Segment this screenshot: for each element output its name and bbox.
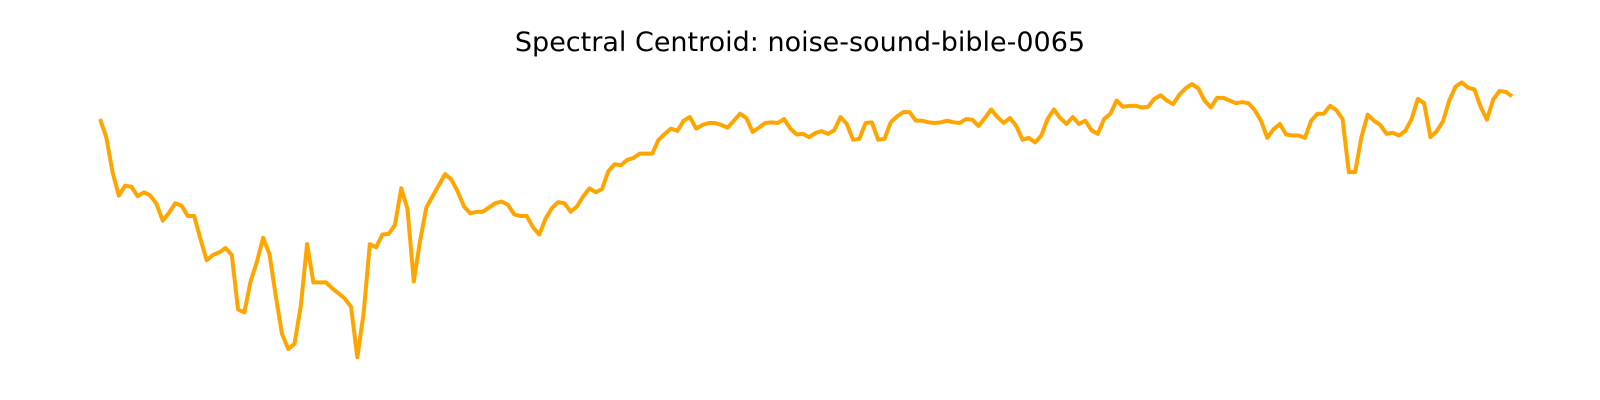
series-line-0 [98, 80, 1514, 360]
chart-title: Spectral Centroid: noise-sound-bible-006… [515, 27, 1085, 58]
plot-area [98, 80, 1514, 360]
